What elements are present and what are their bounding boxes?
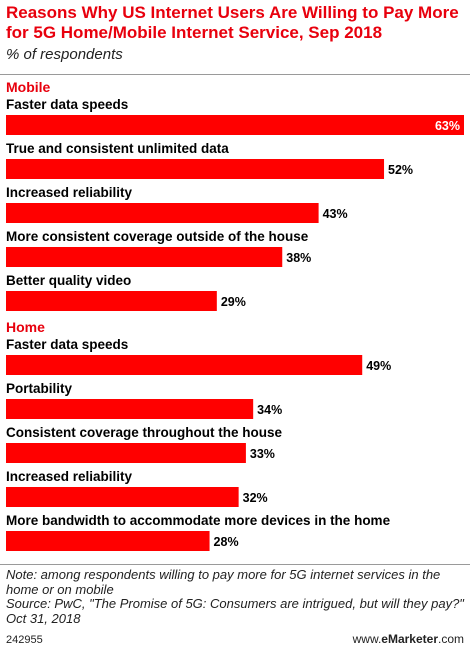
bar	[6, 159, 385, 179]
bottom-divider	[0, 564, 470, 565]
group-label-home: Home	[6, 319, 45, 335]
category-label: Faster data speeds	[6, 337, 128, 352]
chart-id: 242955	[6, 634, 43, 646]
source-text: Source: PwC, "The Promise of 5G: Consume…	[6, 596, 464, 626]
chart-notes: Note: among respondents willing to pay m…	[6, 567, 464, 626]
category-label: Faster data speeds	[6, 97, 128, 112]
chart-title: Reasons Why US Internet Users Are Willin…	[6, 3, 459, 42]
category-label: More bandwidth to accommodate more devic…	[6, 513, 391, 528]
data-label: 38%	[286, 251, 311, 265]
data-label: 33%	[250, 447, 275, 461]
note-text: Note: among respondents willing to pay m…	[6, 567, 441, 597]
brand-prefix: www.	[352, 632, 382, 646]
category-label: Increased reliability	[6, 185, 133, 200]
bar	[6, 115, 464, 135]
data-label: 34%	[257, 403, 282, 417]
data-label: 63%	[435, 119, 460, 133]
bar	[6, 247, 283, 267]
category-label: Consistent coverage throughout the house	[6, 425, 283, 440]
bar	[6, 443, 246, 463]
bar	[6, 487, 239, 507]
category-label: Portability	[6, 381, 73, 396]
bar	[6, 291, 217, 311]
category-label: Better quality video	[6, 273, 131, 288]
bar-chart: Mobile Faster data speeds 63% True and cons…	[6, 79, 464, 551]
brand-logo: www.eMarketer.com	[353, 632, 464, 646]
brand-suffix: .com	[437, 632, 464, 646]
bar	[6, 203, 319, 223]
data-label: 32%	[243, 491, 268, 505]
bar	[6, 355, 363, 375]
data-label: 29%	[221, 295, 246, 309]
brand-name: eMarketer	[381, 632, 438, 646]
bar	[6, 399, 254, 419]
data-label: 52%	[388, 163, 413, 177]
top-divider	[0, 74, 470, 75]
category-label: More consistent coverage outside of the …	[6, 229, 309, 244]
chart-subtitle: % of respondents	[6, 46, 123, 63]
data-label: 28%	[214, 535, 239, 549]
category-label: Increased reliability	[6, 469, 133, 484]
bar	[6, 531, 210, 551]
group-label-mobile: Mobile	[6, 79, 51, 95]
data-label: 43%	[323, 207, 348, 221]
category-label: True and consistent unlimited data	[6, 141, 229, 156]
data-label: 49%	[366, 359, 391, 373]
